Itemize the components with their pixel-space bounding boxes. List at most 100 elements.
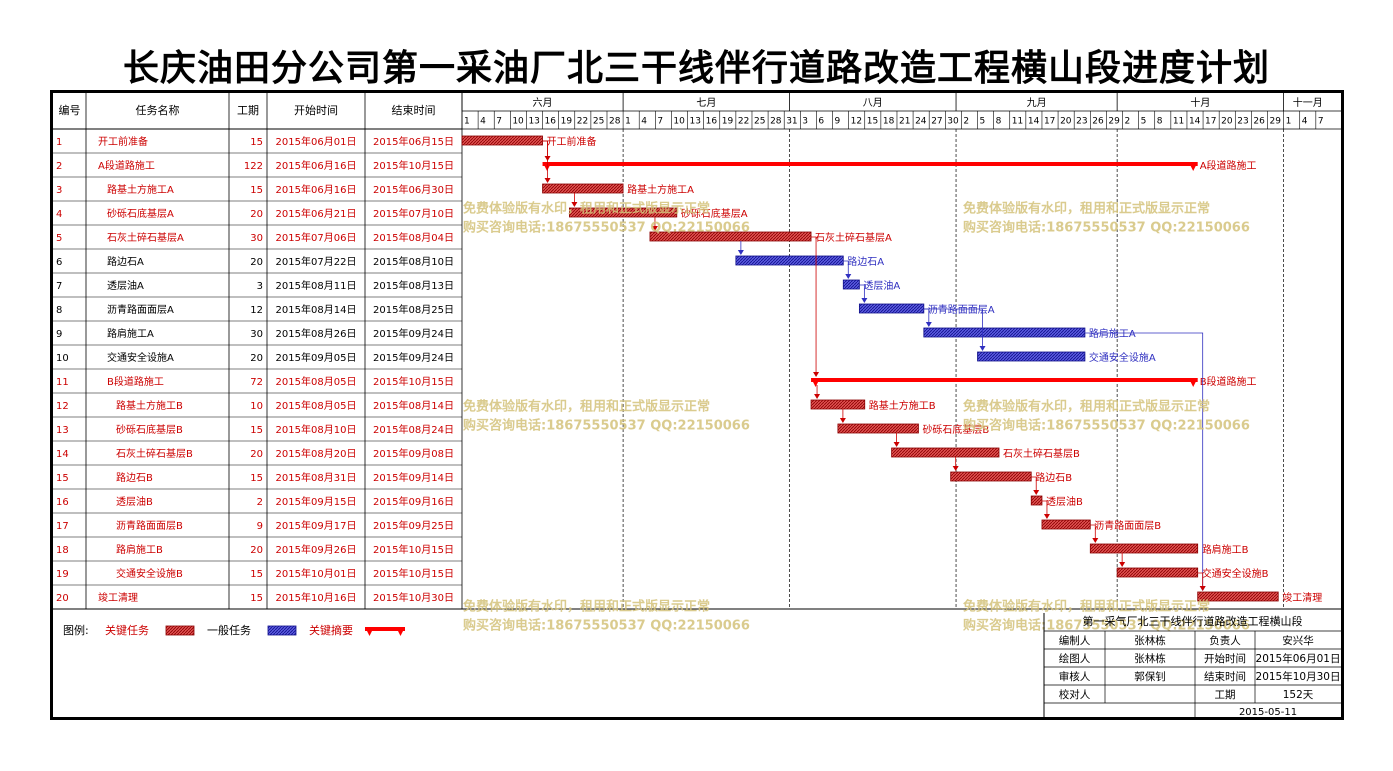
task-end: 2015年06月30日	[373, 183, 454, 196]
column-header-start: 开始时间	[294, 103, 338, 117]
task-bar	[858, 303, 925, 314]
watermark-line2: 购买咨询电话:18675550537 QQ:22150066	[963, 618, 1250, 634]
legend-critical-swatch	[165, 625, 195, 636]
page-title: 长庆油田分公司第一采油厂北三干线伴行道路改造工程横山段进度计划	[122, 48, 1270, 89]
watermark-line1: 免费体验版有水印，租用和正式版显示正常	[963, 599, 1210, 615]
task-end: 2015年10月15日	[373, 159, 454, 172]
day-tick-label: 16	[706, 117, 718, 127]
info-cell: 郭保钊	[1134, 670, 1166, 683]
watermark-line1: 免费体验版有水印，租用和正式版显示正常	[463, 399, 710, 415]
dependency-link	[542, 140, 548, 157]
task-start: 2015年08月31日	[276, 471, 357, 484]
bar-label: 交通安全设施B	[1202, 567, 1269, 580]
task-duration: 15	[250, 185, 263, 196]
bar-label: 路肩施工B	[1202, 543, 1249, 556]
dependency-link	[859, 284, 865, 299]
task-bar	[1089, 543, 1199, 554]
info-cell: 结束时间	[1204, 670, 1246, 683]
info-cell: 审核人	[1059, 670, 1091, 683]
day-tick-label: 11	[1012, 117, 1023, 127]
dependency-arrow	[651, 226, 658, 231]
day-tick-label: 7	[657, 117, 663, 127]
dependency-arrow	[925, 322, 932, 327]
task-id: 18	[56, 545, 69, 556]
day-tick-label: 4	[480, 117, 486, 127]
task-start: 2015年10月16日	[276, 591, 357, 604]
dependency-arrow	[1033, 490, 1040, 495]
info-cell: 校对人	[1059, 688, 1091, 701]
dependency-arrow	[1199, 586, 1206, 591]
task-id: 20	[56, 593, 69, 604]
task-name: 透层油B	[116, 495, 153, 508]
task-name: 路肩施工A	[107, 327, 154, 340]
day-tick-label: 4	[641, 117, 647, 127]
task-end: 2015年09月24日	[373, 351, 454, 364]
day-tick-label: 17	[1044, 117, 1055, 127]
task-end: 2015年07月10日	[373, 207, 454, 220]
dependency-link	[1031, 476, 1037, 491]
summary-bar	[811, 378, 1198, 382]
task-id: 15	[56, 473, 69, 484]
bar-label: 路边石B	[1035, 471, 1072, 484]
dependency-arrow	[1092, 538, 1099, 543]
task-id: 10	[56, 353, 69, 364]
day-tick-label: 26	[1092, 117, 1104, 127]
day-tick-label: 9	[835, 117, 841, 127]
task-start: 2015年06月16日	[276, 183, 357, 196]
task-bar	[735, 255, 844, 266]
month-label: 九月	[1027, 97, 1047, 109]
watermark-line2: 购买咨询电话:18675550537 QQ:22150066	[963, 220, 1250, 236]
day-tick-label: 30	[947, 117, 959, 127]
task-id: 5	[56, 233, 62, 244]
task-start: 2015年08月26日	[276, 327, 357, 340]
dependency-link	[1090, 524, 1096, 539]
day-tick-label: 15	[867, 117, 878, 127]
task-end: 2015年10月15日	[373, 567, 454, 580]
task-end: 2015年10月15日	[373, 375, 454, 388]
legend-normal-swatch	[267, 625, 297, 636]
task-end: 2015年08月13日	[373, 279, 454, 292]
day-tick-label: 19	[561, 117, 573, 127]
watermark-line2: 购买咨询电话:18675550537 QQ:22150066	[463, 220, 750, 236]
task-bar	[837, 423, 919, 434]
task-duration: 20	[250, 257, 263, 268]
day-tick-label: 29	[1108, 117, 1120, 127]
dependency-arrow	[737, 250, 744, 255]
task-duration: 9	[257, 521, 263, 532]
task-end: 2015年08月25日	[373, 303, 454, 316]
info-cell: 安兴华	[1282, 634, 1314, 647]
day-tick-label: 4	[1302, 117, 1308, 127]
task-name: 沥青路面面层A	[107, 303, 174, 316]
day-tick-label: 21	[899, 117, 910, 127]
task-start: 2015年06月01日	[276, 135, 357, 148]
day-tick-label: 22	[738, 117, 749, 127]
bar-label: 交通安全设施A	[1089, 351, 1156, 364]
task-duration: 20	[250, 449, 263, 460]
column-header-duration: 工期	[237, 104, 259, 117]
summary-start-cap	[542, 162, 552, 171]
day-tick-label: 10	[512, 117, 524, 127]
info-cell: 张林栋	[1134, 652, 1166, 665]
task-name: 路基土方施工A	[107, 183, 174, 196]
watermark-line2: 购买咨询电话:18675550537 QQ:22150066	[463, 418, 750, 434]
task-duration: 20	[250, 209, 263, 220]
task-name: 开工前准备	[98, 135, 148, 148]
bar-label: A段道路施工	[1200, 159, 1257, 172]
task-start: 2015年07月06日	[276, 231, 357, 244]
task-start: 2015年06月21日	[276, 207, 357, 220]
dependency-arrow	[893, 442, 900, 447]
task-bar	[842, 279, 860, 290]
bar-label: 透层油B	[1046, 495, 1083, 508]
day-tick-label: 26	[1253, 117, 1265, 127]
gantt-frame: 编号 任务名称 工期 开始时间 结束时间 六月 七月 八月 九月 十月 十一月 1 4 7 10 13 16 19…	[50, 90, 1344, 720]
task-end: 2015年10月30日	[373, 591, 454, 604]
task-end: 2015年09月14日	[373, 471, 454, 484]
task-id: 16	[56, 497, 69, 508]
task-duration: 30	[250, 233, 263, 244]
task-end: 2015年08月04日	[373, 231, 454, 244]
day-tick-label: 23	[1076, 117, 1087, 127]
watermark-line1: 免费体验版有水印，租用和正式版显示正常	[463, 201, 710, 217]
task-start: 2015年08月11日	[276, 279, 357, 292]
legend-summary-label: 关键摘要	[309, 623, 353, 637]
